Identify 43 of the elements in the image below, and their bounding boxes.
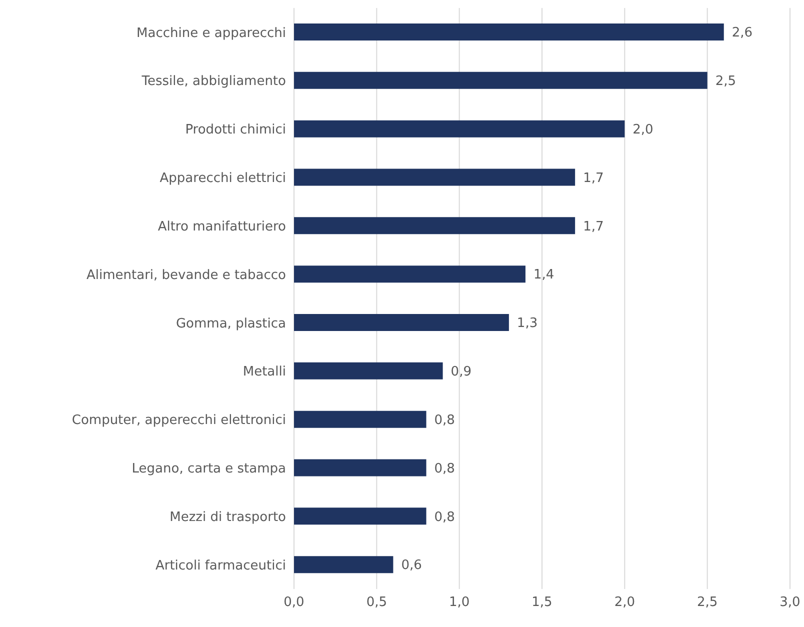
x-tick-label: 0,5 <box>366 595 388 610</box>
bar <box>294 23 724 40</box>
y-tick-label: Gomma, plastica <box>176 316 286 332</box>
x-tick-label: 2,5 <box>696 595 718 610</box>
data-label: 0,8 <box>434 510 455 525</box>
bar <box>294 314 509 331</box>
x-tick-label: 1,0 <box>448 595 470 610</box>
data-label: 1,7 <box>583 170 604 186</box>
y-tick-label: Tessile, abbigliamento <box>140 74 286 90</box>
data-label: 0,6 <box>401 558 422 574</box>
x-tick-label: 0,0 <box>284 595 304 610</box>
data-label: 0,9 <box>450 364 472 380</box>
y-tick-label: Computer, apperecchi elettronici <box>72 413 286 428</box>
bar <box>294 266 526 283</box>
y-tick-label: Apparecchi elettrici <box>160 171 286 186</box>
x-tick-label: 1,5 <box>532 595 552 610</box>
y-tick-label: Articoli farmaceutici <box>155 558 286 574</box>
bar <box>294 362 443 380</box>
x-tick-label: 3,0 <box>780 595 800 610</box>
x-tick-label: 2,0 <box>614 595 636 610</box>
bar <box>294 508 426 525</box>
data-label: 0,8 <box>434 412 455 428</box>
data-label: 1,3 <box>516 316 538 332</box>
y-tick-label: Metalli <box>242 364 286 380</box>
data-label: 0,8 <box>434 461 455 476</box>
y-tick-label: Prodotti chimici <box>185 122 286 138</box>
bar <box>294 217 576 234</box>
data-label: 1,4 <box>533 268 554 283</box>
data-label: 1,7 <box>583 219 604 234</box>
data-label: 2,0 <box>632 122 654 138</box>
data-label: 2,6 <box>732 26 753 41</box>
y-tick-label: Legano, carta e stampa <box>132 462 286 477</box>
data-label: 2,5 <box>715 74 736 90</box>
bar <box>294 556 394 574</box>
y-tick-label: Altro manifatturiero <box>158 219 286 234</box>
bar <box>294 459 426 476</box>
bar <box>294 410 426 428</box>
bar <box>294 72 708 89</box>
y-tick-label: Alimentari, bevande e tabacco <box>86 268 286 283</box>
bar <box>294 120 625 138</box>
y-tick-label: Mezzi di trasporto <box>170 510 286 525</box>
bar <box>294 168 576 186</box>
y-tick-label: Macchine e apparecchi <box>136 26 286 41</box>
